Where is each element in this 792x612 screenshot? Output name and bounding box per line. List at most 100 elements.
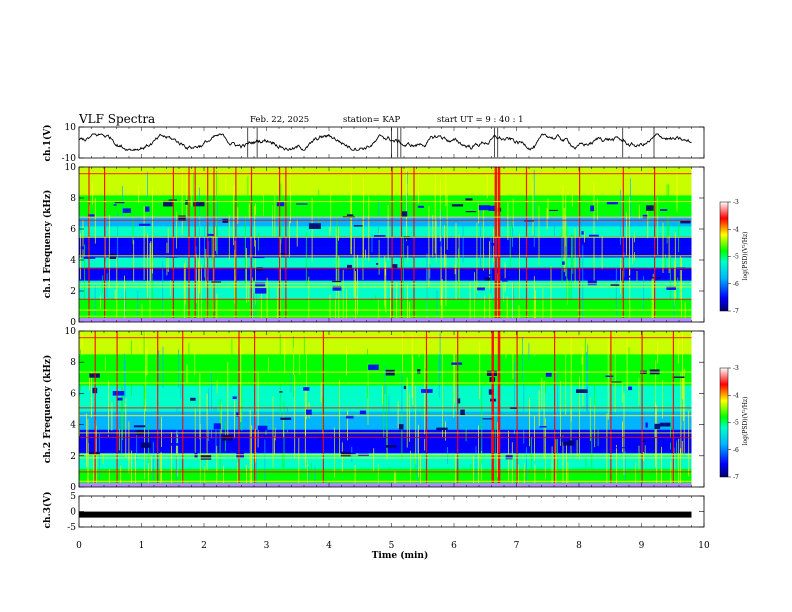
spec-streak: [620, 258, 621, 294]
spec-band: [79, 265, 692, 269]
spec-streak: [368, 196, 370, 262]
spec-band: [79, 338, 692, 342]
spec-streak: [678, 438, 680, 487]
spec-spike: [235, 167, 237, 322]
spec-streak: [204, 465, 206, 485]
spec-band: [79, 468, 692, 472]
spec-streak: [670, 413, 671, 450]
spec-streak: [201, 264, 202, 322]
spec-patch: [465, 198, 473, 201]
spec-streak: [668, 234, 670, 273]
spec-streak: [274, 427, 276, 441]
spec-streak: [219, 399, 221, 478]
spec-streak: [486, 174, 488, 199]
spec-patch: [642, 214, 648, 219]
spec-streak: [402, 331, 403, 374]
spec-streak: [630, 178, 631, 227]
spec-streak: [574, 228, 576, 286]
spec-streak: [186, 364, 188, 384]
spec-spike: [391, 167, 393, 322]
spec-patch: [113, 204, 117, 206]
spec-band: [79, 479, 692, 483]
spec-band: [79, 448, 692, 451]
spec-spike: [425, 331, 428, 487]
ch3-volt-axis-label: ch.3(V): [42, 492, 53, 529]
spec-streak: [125, 397, 127, 458]
colorbar-tick-label: -4: [733, 226, 739, 233]
spec-band: [79, 280, 692, 284]
spec-streak: [668, 184, 670, 239]
spec-spike: [516, 331, 518, 487]
spec-streak: [665, 254, 666, 268]
spec-streak: [390, 284, 391, 322]
spec-line: [79, 283, 692, 285]
spec-line: [79, 371, 692, 373]
spec-patch: [646, 205, 654, 211]
spec-patch: [610, 283, 620, 286]
spec-streak: [86, 413, 87, 468]
spec-streak: [554, 226, 555, 238]
spec-streak: [480, 209, 482, 267]
spec-band: [79, 450, 692, 454]
spec-patch: [524, 220, 534, 222]
spec-spike: [322, 331, 324, 487]
spec-streak: [151, 242, 153, 322]
spec-streak: [181, 470, 183, 487]
spec-streak: [162, 261, 164, 322]
spec-streak: [586, 352, 587, 427]
spec-patch: [133, 425, 146, 428]
spec-band: [79, 463, 692, 467]
spec-streak: [298, 438, 300, 484]
spec-streak: [211, 234, 213, 261]
spec-spike: [497, 167, 501, 322]
spec-streak: [117, 212, 119, 269]
spec-patch: [457, 398, 461, 404]
spec-line: [79, 382, 692, 384]
spec-streak: [108, 469, 110, 487]
spec-streak: [211, 371, 212, 439]
spec-streak: [193, 172, 195, 201]
spec-streak: [180, 381, 182, 399]
spec-streak: [241, 367, 243, 432]
spec-band: [79, 260, 692, 263]
spec-streak: [543, 380, 545, 459]
spec-streak: [234, 400, 235, 439]
spec-band: [79, 306, 692, 310]
spec-patch: [589, 234, 599, 237]
spec-streak: [346, 345, 347, 376]
spec-band: [79, 291, 692, 294]
spec-streak: [534, 336, 536, 356]
spec-streak: [445, 170, 447, 207]
spec-patch: [114, 201, 125, 204]
spec-streak: [567, 462, 569, 487]
spec-spike: [654, 167, 656, 322]
spec-streak: [176, 211, 177, 249]
spec-streak: [666, 184, 668, 244]
spec-streak: [479, 341, 481, 399]
spec-band: [79, 419, 692, 423]
spec-streak: [396, 282, 398, 322]
spec-streak: [227, 361, 229, 441]
spec-streak: [418, 424, 419, 478]
y-tick-label: 0: [70, 483, 76, 493]
spec-patch: [465, 211, 477, 213]
spec-streak: [647, 206, 649, 239]
spec-band: [79, 429, 692, 433]
spec-patch: [436, 427, 448, 430]
spec-band: [79, 333, 692, 337]
spec-band: [79, 262, 692, 266]
spec-line: [79, 454, 692, 456]
spec-streak: [446, 192, 448, 250]
spec-streak: [418, 170, 419, 204]
spec-streak: [445, 421, 446, 441]
spec-streak: [188, 343, 190, 381]
spec-streak: [280, 183, 282, 244]
spec-streak: [505, 336, 507, 359]
spec-patch: [326, 251, 332, 254]
spec-streak: [655, 402, 656, 468]
x-tick-label: 9: [639, 541, 645, 551]
spec-band: [79, 241, 692, 245]
spec-patch: [611, 381, 622, 383]
